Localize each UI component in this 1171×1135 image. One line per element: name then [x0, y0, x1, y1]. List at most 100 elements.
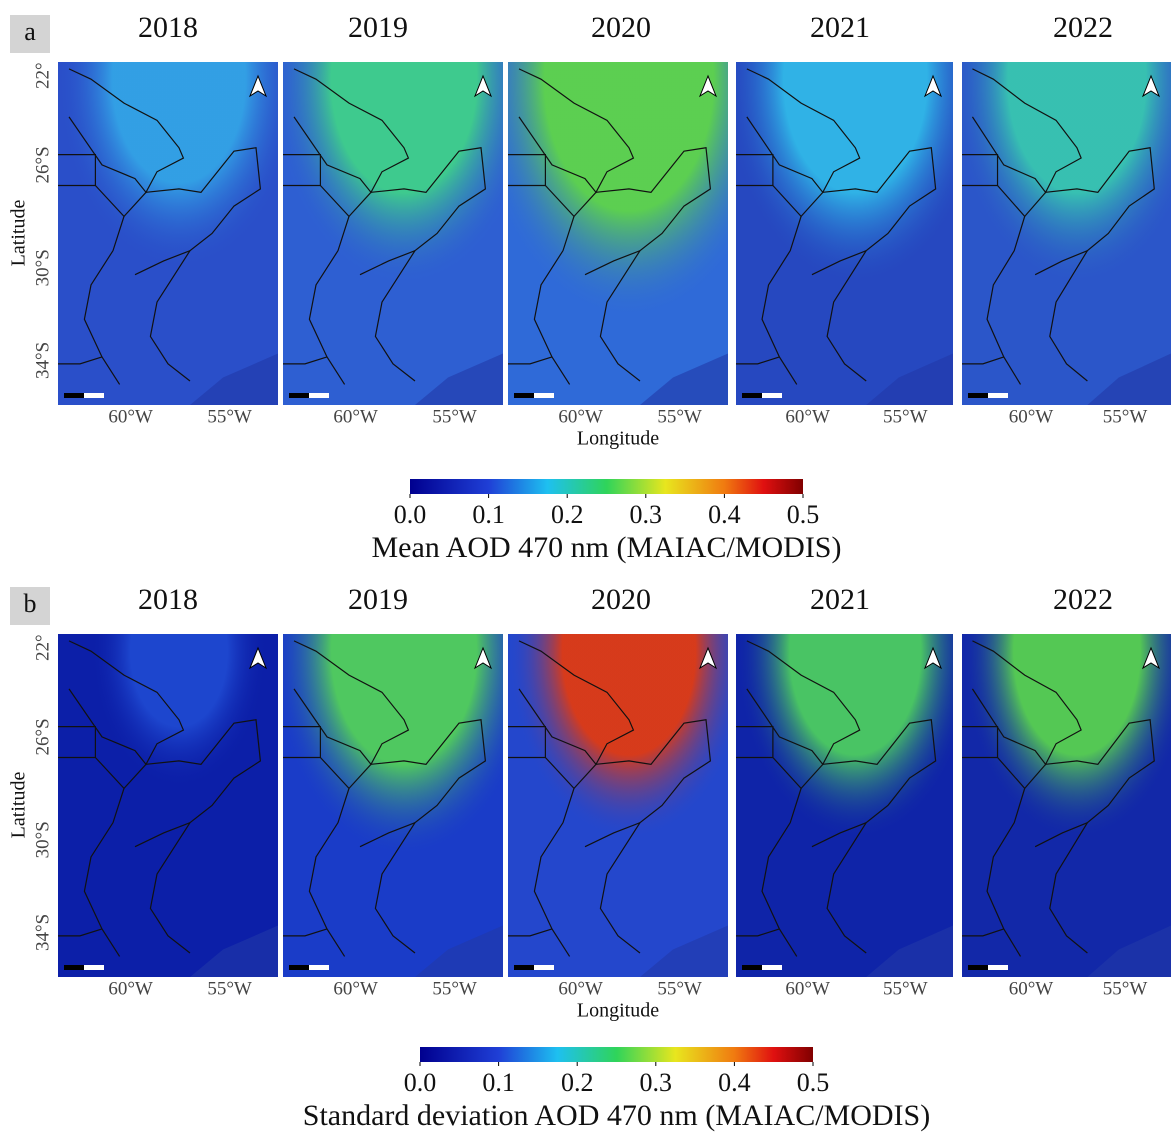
- north-arrow: [923, 646, 943, 670]
- scale-bar: [968, 393, 988, 398]
- border: [822, 719, 937, 954]
- colorbar-tick-label: 0.1: [472, 500, 505, 529]
- border: [508, 356, 553, 365]
- border: [123, 763, 147, 789]
- colorbar-tick-label: 0.1: [482, 1068, 515, 1097]
- border: [348, 191, 372, 217]
- scale-bar: [84, 393, 104, 398]
- scale-bar: [309, 393, 329, 398]
- border: [584, 822, 641, 848]
- border: [1045, 147, 1155, 382]
- border: [822, 147, 937, 382]
- map-plume: [508, 62, 728, 405]
- x-tick-label: 60°W: [333, 406, 378, 427]
- border: [68, 68, 185, 194]
- border: [962, 726, 999, 759]
- border: [584, 250, 641, 276]
- scale-bar: [988, 393, 1008, 398]
- colorbar-tick-label: 0.0: [404, 1068, 437, 1097]
- scale-bar: [64, 965, 84, 970]
- map-plume: [283, 634, 503, 977]
- colorbar-label: Standard deviation AOD 470 nm (MAIAC/MOD…: [303, 1099, 930, 1132]
- panel-label: a: [24, 17, 36, 46]
- y-tick-label: 34°S: [32, 342, 53, 379]
- x-tick-label: 60°W: [333, 978, 378, 999]
- north-arrow: [248, 646, 268, 670]
- x-tick-label: 60°W: [1009, 406, 1054, 427]
- map-plume: [283, 62, 503, 405]
- y-tick-label: 26°S: [32, 146, 53, 183]
- north-arrow: [698, 646, 718, 670]
- x-tick-label: 60°W: [558, 406, 603, 427]
- border: [736, 356, 780, 365]
- scale-bar: [514, 393, 534, 398]
- border: [971, 640, 1082, 766]
- coast: [1087, 925, 1171, 977]
- scale-bar: [534, 393, 554, 398]
- border: [1024, 191, 1047, 217]
- coast: [640, 925, 728, 977]
- colorbar-tick-label: 0.5: [787, 500, 820, 529]
- x-tick-label: 60°W: [785, 978, 830, 999]
- map-plume: [58, 634, 278, 977]
- x-tick-label: 55°W: [657, 978, 702, 999]
- coast: [415, 353, 503, 405]
- north-arrow: [698, 74, 718, 98]
- year-label: 2019: [348, 11, 408, 44]
- year-label: 2020: [591, 11, 651, 44]
- scale-bar: [514, 965, 534, 970]
- x-tick-label: 55°W: [432, 406, 477, 427]
- coast: [1087, 353, 1171, 405]
- map-plume: [736, 62, 953, 405]
- x-tick-label: 55°W: [883, 978, 928, 999]
- border: [573, 191, 597, 217]
- border: [58, 726, 97, 759]
- scale-bar: [968, 965, 988, 970]
- border: [518, 68, 635, 194]
- map-plume: [58, 62, 278, 405]
- y-axis-label: Latitude: [8, 200, 30, 267]
- panel-label-box: [10, 15, 50, 53]
- colorbar-tick-label: 0.5: [797, 1068, 830, 1097]
- border: [736, 928, 780, 937]
- border: [508, 154, 547, 187]
- border: [573, 763, 597, 789]
- north-arrow: [473, 74, 493, 98]
- x-tick-label: 60°W: [558, 978, 603, 999]
- scale-bar: [64, 393, 84, 398]
- map-plume: [962, 634, 1171, 977]
- border: [123, 191, 147, 217]
- map-plume: [508, 634, 728, 977]
- border: [283, 928, 328, 937]
- north-arrow: [248, 74, 268, 98]
- coast: [190, 925, 278, 977]
- border: [962, 928, 1004, 937]
- border: [370, 147, 487, 382]
- north-arrow: [923, 74, 943, 98]
- x-axis-label: Longitude: [577, 428, 659, 450]
- border: [1045, 719, 1155, 954]
- border: [134, 822, 191, 848]
- border: [58, 356, 103, 365]
- border: [962, 154, 999, 187]
- coast: [415, 925, 503, 977]
- y-tick-label: 22°: [32, 634, 53, 661]
- coast: [866, 353, 953, 405]
- y-tick-label: 30°S: [32, 249, 53, 286]
- x-tick-label: 60°W: [1009, 978, 1054, 999]
- map-plume: [736, 634, 953, 977]
- border: [811, 822, 867, 848]
- y-tick-label: 30°S: [32, 821, 53, 858]
- border: [58, 154, 97, 187]
- year-label: 2022: [1053, 11, 1113, 44]
- x-tick-label: 55°W: [207, 406, 252, 427]
- border: [58, 928, 103, 937]
- border: [1034, 250, 1088, 276]
- border: [736, 726, 774, 759]
- border: [283, 356, 328, 365]
- coast: [640, 353, 728, 405]
- scale-bar: [988, 965, 1008, 970]
- scale-bar: [309, 965, 329, 970]
- colorbar-label: Mean AOD 470 nm (MAIAC/MODIS): [372, 531, 842, 564]
